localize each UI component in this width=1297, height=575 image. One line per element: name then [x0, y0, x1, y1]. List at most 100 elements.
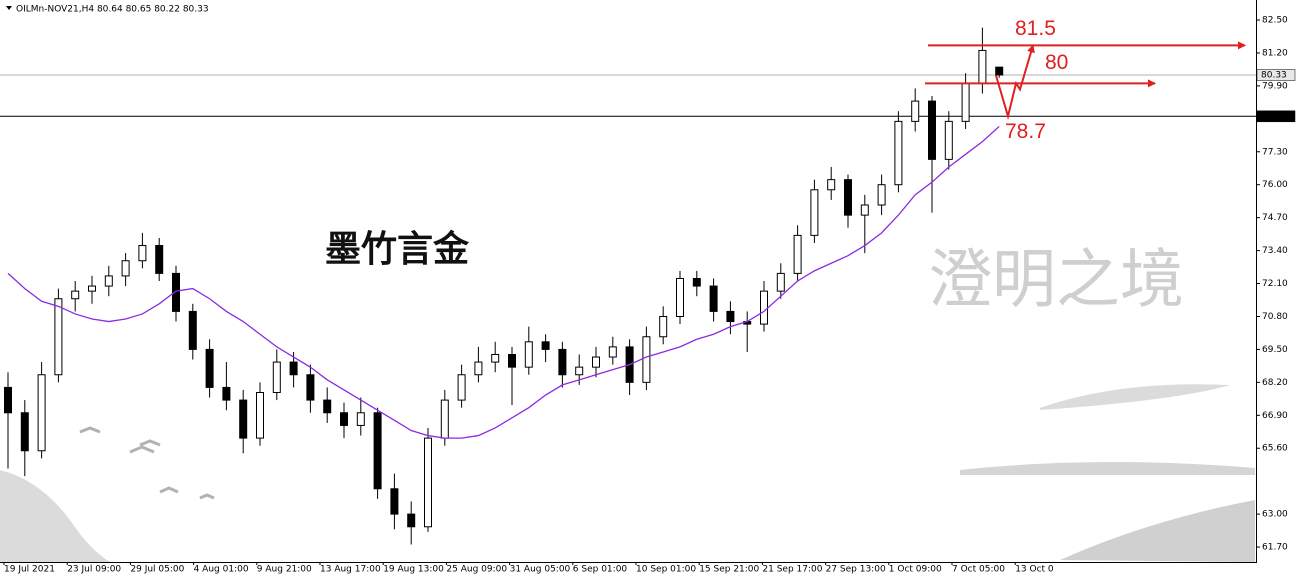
x-tick-label: 7 Oct 05:00: [952, 565, 1005, 575]
candle-body: [760, 290, 768, 325]
candle-body: [541, 341, 550, 350]
y-tick-label: 76.00: [1262, 180, 1288, 190]
candle-body: [726, 310, 735, 323]
candle-body: [188, 310, 197, 350]
rocks: [1060, 500, 1255, 562]
candle-body: [20, 412, 29, 452]
candle-body: [575, 366, 584, 376]
x-tick-label: 4 Aug 01:00: [194, 565, 249, 575]
x-tick-label: 19 Jul 2021: [4, 565, 55, 575]
y-tick-label: 61.70: [1262, 543, 1288, 553]
y-tick-label: 66.90: [1262, 411, 1288, 421]
symbol-menu-arrow[interactable]: [6, 6, 12, 10]
x-tick-label: 21 Sep 17:00: [762, 565, 822, 575]
candle-body: [407, 513, 416, 528]
candle-body: [592, 356, 600, 368]
candle-body: [71, 290, 80, 300]
candle-body: [155, 245, 164, 274]
candle-body: [860, 204, 869, 216]
candle-body: [608, 346, 617, 358]
candle-body: [256, 391, 264, 439]
chart-title: OILMn-NOV21,H4 80.64 80.65 80.22 80.33: [16, 5, 209, 15]
x-tick-label: 25 Aug 09:00: [446, 565, 507, 575]
candle-body: [776, 272, 785, 292]
candle-body: [373, 412, 382, 490]
candle-body: [121, 260, 130, 277]
candle-body: [138, 245, 147, 262]
x-tick-label: 10 Sep 01:00: [636, 565, 696, 575]
candle-body: [424, 437, 432, 528]
candle-body: [172, 272, 180, 312]
y-tick-label: 65.60: [1262, 444, 1288, 454]
y-tick-label: 74.70: [1262, 213, 1288, 223]
candle-body: [995, 66, 1004, 76]
y-tick-label: 82.50: [1262, 16, 1288, 26]
candle-body: [810, 189, 819, 236]
y-tick-label: 69.50: [1262, 345, 1288, 355]
x-tick-label: 23 Jul 09:00: [67, 565, 121, 575]
candle-body: [54, 298, 63, 376]
candle-body: [4, 386, 12, 414]
y-tick-label: 68.20: [1262, 378, 1288, 388]
candle-body: [37, 374, 46, 452]
candle-body: [642, 336, 651, 383]
x-tick-label: 19 Aug 13:00: [383, 565, 444, 575]
candle-body: [239, 399, 248, 439]
y-tick-label: 63.00: [1262, 510, 1288, 520]
x-tick-label: 29 Jul 05:00: [130, 565, 184, 575]
candle-body: [827, 179, 836, 191]
level-label: 78.7: [1005, 120, 1046, 143]
x-tick-label: 31 Aug 05:00: [510, 565, 571, 575]
y-tick-label: 73.40: [1262, 246, 1288, 256]
candle-body: [88, 285, 96, 292]
level-label: 80: [1045, 51, 1068, 74]
x-tick-label: 13 Oct 0: [1015, 565, 1054, 575]
candle-body: [272, 361, 281, 393]
projection-arrow: [995, 44, 1035, 121]
price-tag: [1256, 110, 1296, 123]
shore: [960, 461, 1255, 475]
candle-body: [709, 285, 718, 312]
candle-body: [944, 120, 953, 160]
y-tick-label: 72.10: [1262, 279, 1288, 289]
candle-body: [692, 277, 701, 287]
candle-body: [457, 374, 466, 401]
candle-body: [340, 412, 348, 426]
candle-body: [894, 120, 903, 186]
mountain: [1040, 384, 1230, 410]
level-label: 81.5: [1015, 17, 1056, 40]
candle-body: [558, 348, 567, 376]
candle-body: [676, 277, 684, 317]
candle-body: [491, 353, 500, 363]
x-tick-label: 13 Aug 17:00: [320, 565, 381, 575]
x-tick-label: 27 Sep 13:00: [826, 565, 886, 575]
candle-body: [390, 488, 399, 515]
candle-body: [289, 361, 298, 376]
candle-body: [793, 234, 802, 274]
price-tag-label: 78.70: [1261, 112, 1287, 122]
candle-body: [440, 399, 449, 439]
decoration: [0, 384, 1255, 562]
candle-body: [306, 374, 315, 401]
price-tag: [1256, 69, 1296, 81]
x-tick-label: 9 Aug 21:00: [257, 565, 312, 575]
hill: [0, 470, 110, 562]
candle-body: [104, 275, 113, 287]
x-tick-label: 6 Sep 01:00: [573, 565, 628, 575]
x-tick-label: 15 Sep 21:00: [699, 565, 759, 575]
candle-body: [524, 341, 533, 368]
candle-body: [323, 399, 332, 414]
candle-body: [961, 82, 970, 122]
candle-body: [222, 386, 231, 401]
candle-body: [911, 100, 920, 122]
y-tick-label: 70.80: [1262, 312, 1288, 322]
candle-body: [844, 179, 852, 216]
watermark: 澄明之境: [928, 244, 1184, 318]
y-tick-label: 81.20: [1262, 48, 1288, 58]
candle-body: [659, 315, 668, 338]
candle-body: [978, 49, 987, 84]
watermark: 墨竹言金: [325, 228, 470, 270]
candle-body: [205, 348, 214, 388]
